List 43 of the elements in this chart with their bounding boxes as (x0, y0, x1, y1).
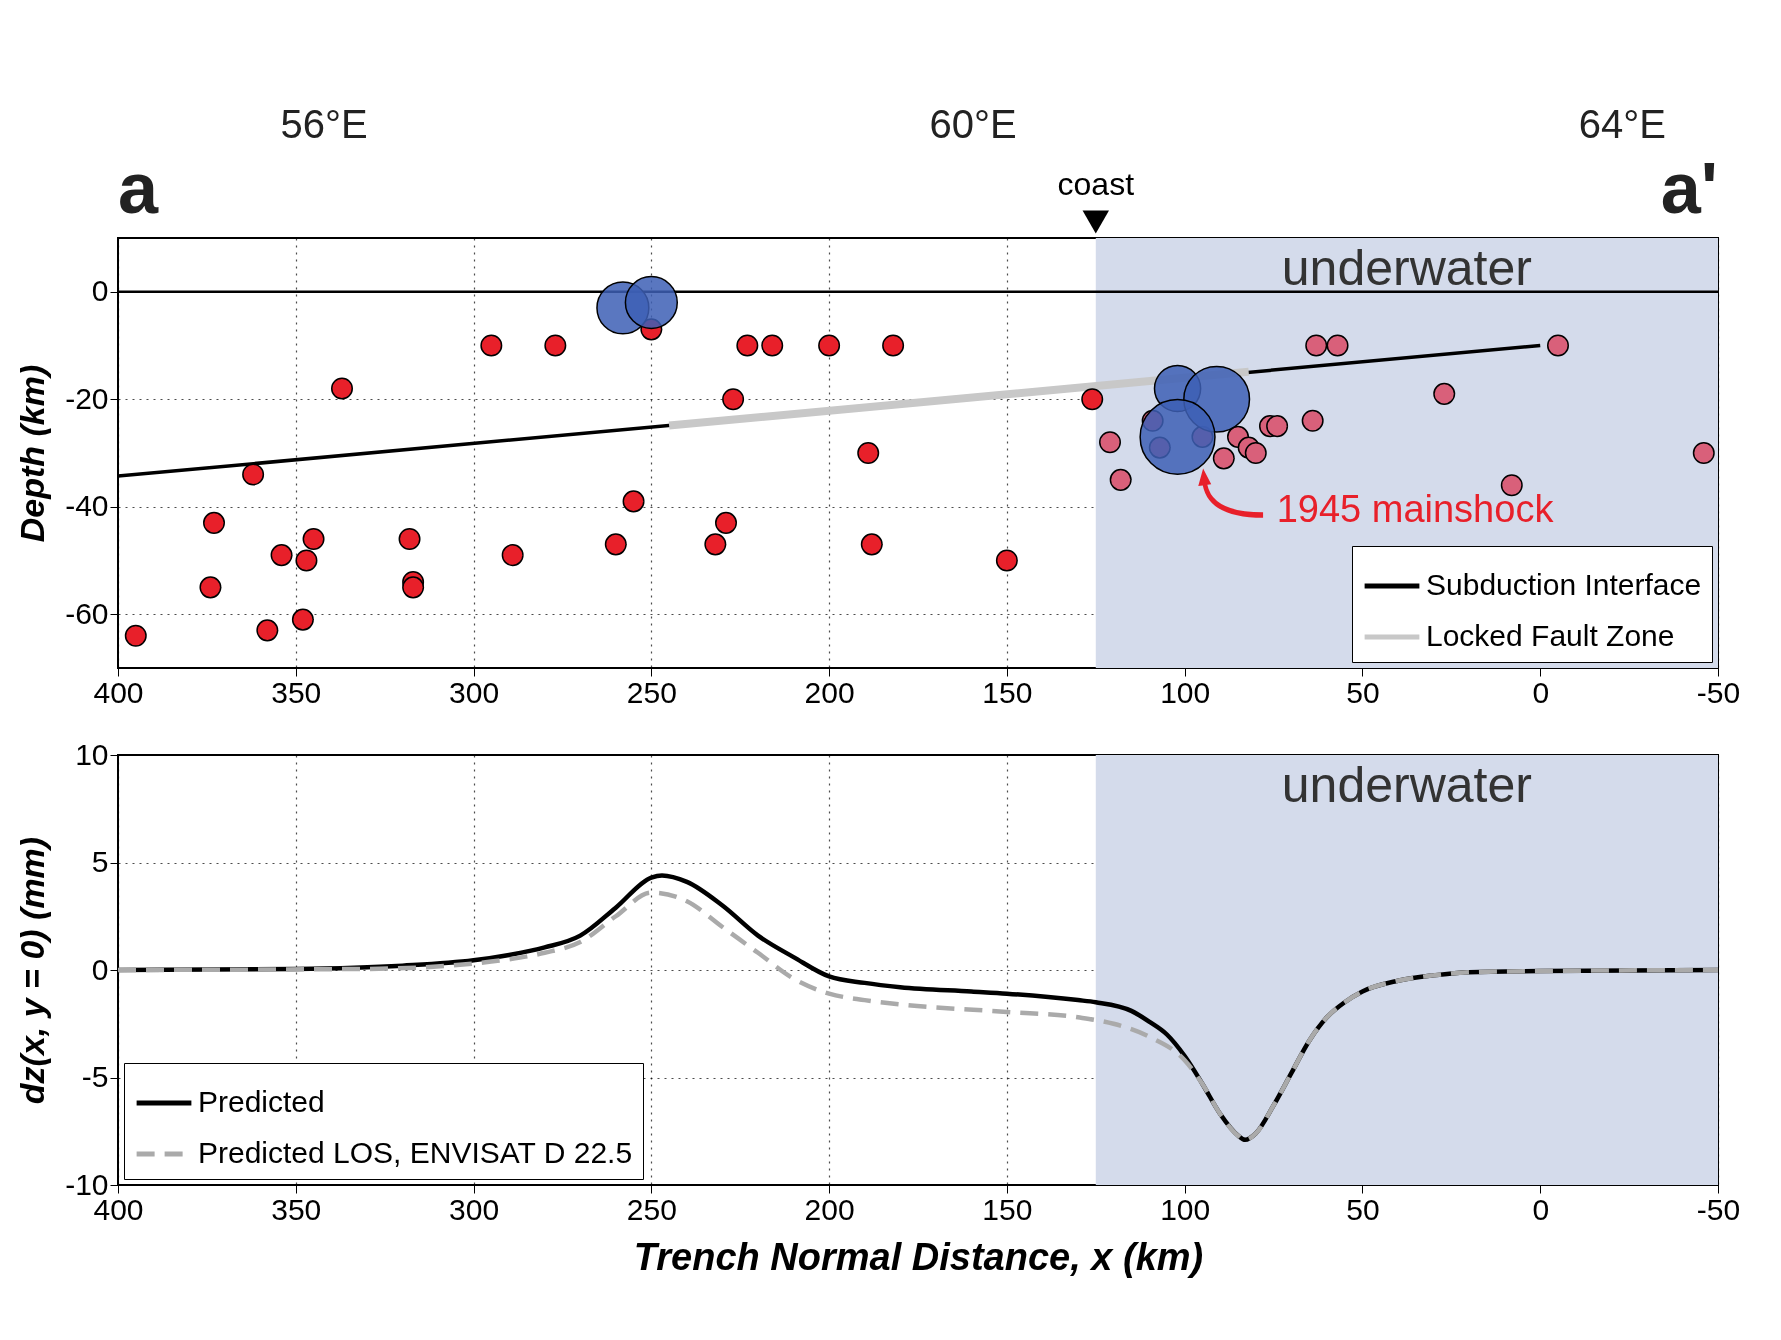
x-tick-label: 250 (626, 1192, 677, 1226)
x-tick-label: 250 (626, 675, 677, 709)
y-tick-label: 5 (91, 845, 109, 878)
x-tick-label: 200 (804, 1192, 855, 1226)
y-axis-title: Depth (km) (13, 364, 52, 543)
legend-label: Locked Fault Zone (1426, 619, 1675, 652)
text: coast (1057, 166, 1135, 202)
y-axis-title: dz(x, y = 0) (mm) (13, 836, 52, 1105)
y-tick-label: -5 (81, 1060, 109, 1093)
band-label: underwater (1281, 240, 1532, 296)
y-tick-label: -40 (65, 489, 109, 523)
x2-tick-label: 60°E (929, 102, 1017, 146)
y-tick-label: 10 (75, 737, 109, 771)
y-tick-label: -60 (65, 596, 109, 630)
annotation: 1945 mainshock (1276, 487, 1555, 530)
x-tick-label: 100 (1160, 1192, 1211, 1226)
x-tick-label: 150 (982, 675, 1033, 709)
x-tick-label: 0 (1532, 1192, 1550, 1226)
text: a (118, 148, 159, 228)
x-tick-label: 300 (449, 1192, 500, 1226)
x-tick-label: -50 (1696, 675, 1741, 709)
x-axis-title: Trench Normal Distance, x (km) (633, 1235, 1204, 1278)
x-tick-label: 200 (804, 675, 855, 709)
y-tick-label: 0 (91, 274, 109, 308)
y-tick-label: -20 (65, 381, 109, 415)
x-tick-label: 350 (271, 675, 322, 709)
x-tick-label: -50 (1696, 1192, 1741, 1226)
y-tick-label: 0 (91, 952, 109, 986)
x-tick-label: 350 (271, 1192, 322, 1226)
text: a' (1660, 148, 1718, 228)
x-tick-label: 400 (93, 675, 144, 709)
x-tick-label: 300 (449, 675, 500, 709)
legend-label: Predicted (198, 1085, 325, 1118)
x-tick-label: 150 (982, 1192, 1033, 1226)
legend-label: Predicted LOS, ENVISAT D 22.5 (198, 1136, 633, 1169)
x-tick-label: 0 (1532, 675, 1550, 709)
x-tick-label: 100 (1160, 675, 1211, 709)
x-tick-label: 50 (1346, 1192, 1380, 1226)
x-tick-label: 50 (1346, 675, 1380, 709)
x2-tick-label: 56°E (280, 102, 368, 146)
band-label: underwater (1281, 757, 1532, 813)
x2-tick-label: 64°E (1578, 102, 1666, 146)
legend-label: Subduction Interface (1426, 568, 1702, 601)
